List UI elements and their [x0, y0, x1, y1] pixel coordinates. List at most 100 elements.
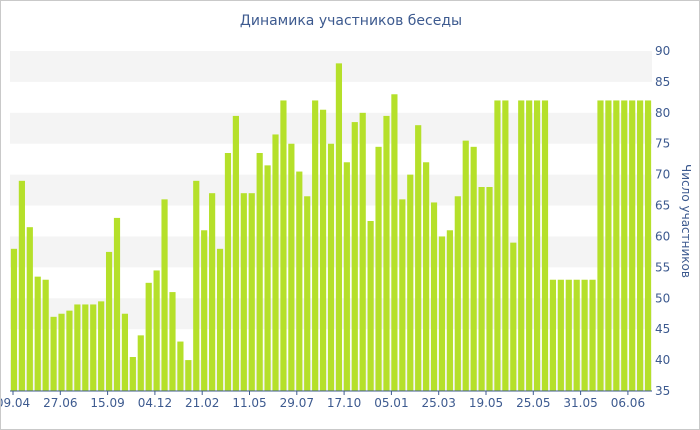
bar — [486, 187, 493, 391]
bar — [74, 304, 81, 391]
x-axis-ticks: 09.04 27.06 15.09 04.12 21.02 11.05 29.07 17.10… — [1, 391, 645, 410]
bar — [335, 63, 343, 392]
x-tick-label: 25.05 — [516, 396, 550, 410]
bar — [129, 357, 136, 391]
x-tick-label: 27.06 — [43, 396, 77, 410]
bar — [423, 162, 430, 391]
bar — [470, 146, 477, 391]
bar — [549, 279, 557, 391]
bar — [193, 180, 200, 391]
x-tick-label: 05.01 — [374, 396, 408, 410]
y-tick-label: 45 — [655, 322, 670, 336]
bar — [312, 100, 319, 391]
bar — [201, 230, 208, 391]
bar — [232, 115, 239, 391]
bar — [351, 122, 358, 391]
bar — [462, 140, 469, 391]
grid-band — [10, 51, 652, 82]
bar — [82, 304, 89, 391]
y-tick-label: 40 — [655, 353, 670, 367]
chart-title: Динамика участников беседы — [239, 13, 463, 29]
x-tick-label: 06.06 — [611, 396, 645, 410]
bar — [502, 100, 509, 391]
bar — [565, 279, 572, 391]
x-tick-label: 25.03 — [422, 396, 456, 410]
bar — [264, 165, 271, 391]
bar — [415, 125, 422, 392]
bar — [121, 313, 129, 391]
bar — [216, 248, 224, 391]
bar — [209, 193, 216, 391]
bar — [518, 100, 525, 391]
bar — [105, 251, 113, 391]
y-axis-title: Число участников — [679, 164, 693, 278]
bar — [430, 202, 438, 391]
bar — [177, 341, 184, 391]
bar — [399, 199, 406, 391]
y-tick-label: 80 — [655, 106, 670, 120]
grid-band — [10, 112, 652, 144]
bar — [383, 115, 390, 391]
y-axis-ticks: 35 40 45 50 55 60 65 70 75 80 85 90 — [655, 44, 670, 398]
bar — [581, 279, 588, 391]
bar — [296, 171, 303, 391]
bar — [597, 100, 604, 391]
bar — [153, 270, 160, 391]
x-tick-label: 31.05 — [563, 396, 597, 410]
x-tick-label: 19.05 — [469, 396, 503, 410]
bars — [10, 63, 652, 392]
bar — [613, 100, 620, 391]
bar — [304, 196, 311, 391]
bar — [573, 279, 580, 391]
bar — [367, 221, 374, 391]
bar — [644, 100, 652, 391]
bar — [169, 292, 176, 391]
bar — [145, 282, 152, 391]
bar — [26, 227, 33, 391]
bar — [589, 279, 596, 391]
x-tick-label: 21.02 — [185, 396, 219, 410]
bar — [240, 193, 247, 391]
y-tick-label: 55 — [655, 260, 670, 274]
y-tick-label: 35 — [655, 384, 670, 398]
bar — [446, 230, 453, 391]
bar — [438, 236, 446, 391]
bar — [533, 100, 541, 391]
x-tick-label: 17.10 — [327, 396, 361, 410]
bar — [391, 94, 398, 392]
bar — [359, 112, 366, 391]
y-tick-label: 75 — [655, 137, 670, 151]
bar — [137, 335, 144, 391]
y-tick-label: 60 — [655, 229, 670, 243]
y-tick-label: 90 — [655, 44, 670, 58]
bar — [629, 100, 636, 391]
bar — [407, 174, 414, 391]
bar — [621, 100, 628, 391]
bar — [288, 143, 295, 391]
bar — [18, 180, 25, 391]
y-tick-label: 65 — [655, 199, 670, 213]
bar — [557, 279, 564, 391]
bar — [319, 109, 327, 391]
bar — [510, 242, 517, 391]
y-tick-label: 70 — [655, 168, 670, 182]
bar — [343, 162, 350, 391]
bar — [280, 100, 287, 391]
bar — [526, 100, 533, 391]
x-tick-label: 29.07 — [280, 396, 314, 410]
bar — [42, 279, 49, 391]
bar — [90, 304, 97, 391]
bar — [248, 193, 255, 391]
bar — [541, 100, 549, 391]
bar — [272, 134, 279, 391]
bar — [256, 153, 263, 391]
bar — [494, 100, 501, 391]
x-tick-label: 04.12 — [138, 396, 172, 410]
bar — [34, 276, 41, 391]
bar — [113, 217, 121, 391]
y-tick-label: 85 — [655, 75, 670, 89]
bar — [605, 100, 612, 391]
bar — [98, 301, 105, 391]
